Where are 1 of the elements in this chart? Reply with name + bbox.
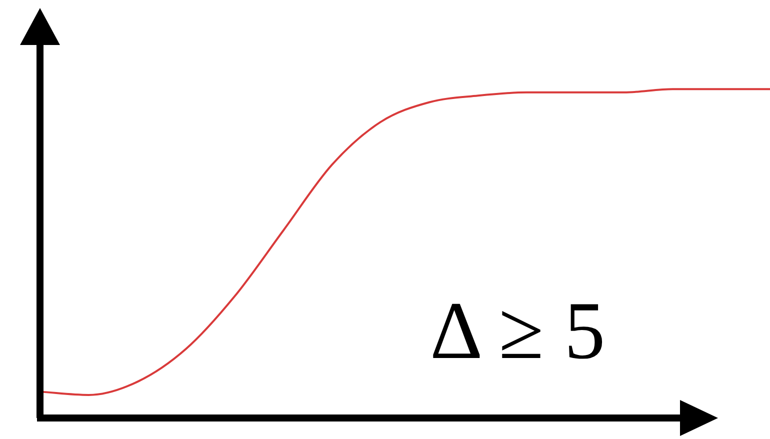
annotation: Δ ≥ 5	[430, 285, 606, 376]
